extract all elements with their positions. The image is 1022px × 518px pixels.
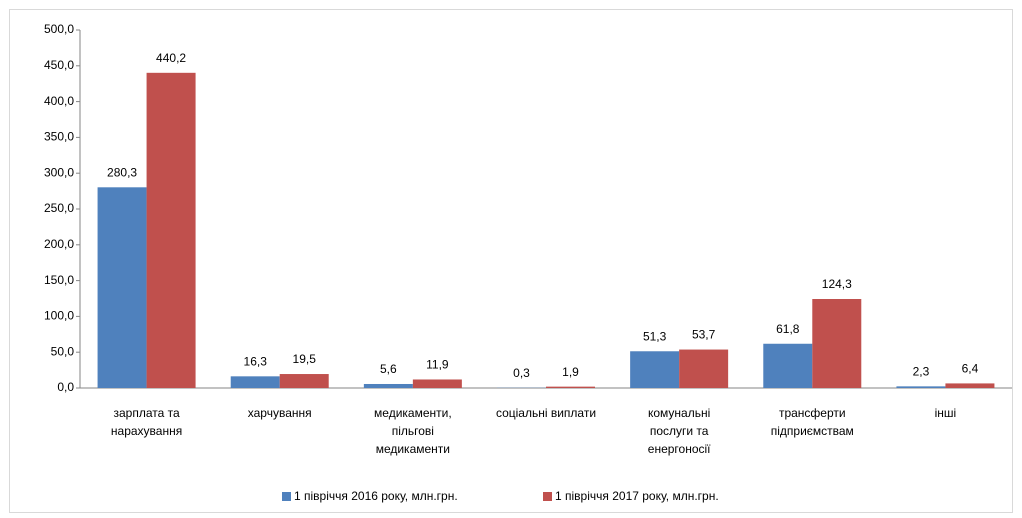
x-tick-label: зарплата та нарахування: [111, 406, 182, 438]
bar: [763, 343, 813, 388]
data-label: 61,8: [776, 322, 800, 336]
bar: [363, 383, 413, 388]
bar: [812, 299, 862, 388]
y-tick-label: 0,0: [57, 380, 74, 394]
bar: [679, 349, 729, 388]
bar: [945, 383, 995, 388]
legend-swatch: [543, 492, 552, 501]
data-label: 124,3: [822, 277, 852, 291]
y-tick-label: 400,0: [44, 94, 74, 108]
data-label: 1,9: [562, 365, 579, 379]
data-label: 53,7: [692, 328, 716, 342]
y-tick-label: 350,0: [44, 130, 74, 144]
x-tick-label: соціальні виплати: [496, 406, 596, 420]
data-label: 6,4: [962, 362, 979, 376]
bar: [230, 376, 280, 388]
y-tick-label: 50,0: [51, 344, 75, 358]
legend-label: 1 півріччя 2017 року, млн.грн.: [555, 489, 719, 503]
y-tick-label: 450,0: [44, 58, 74, 72]
data-label: 19,5: [293, 352, 317, 366]
x-tick-label: інші: [935, 406, 957, 420]
x-tick-label: комунальні послуги та енергоносії: [648, 406, 711, 456]
legend-label: 1 півріччя 2016 року, млн.грн.: [294, 489, 458, 503]
legend-swatch: [282, 492, 291, 501]
data-label: 440,2: [156, 51, 186, 65]
data-label: 2,3: [913, 365, 930, 379]
bar: [146, 72, 196, 388]
data-label: 280,3: [107, 165, 137, 179]
data-label: 0,3: [513, 366, 530, 380]
data-label: 16,3: [244, 355, 268, 369]
data-label: 5,6: [380, 362, 397, 376]
bar: [896, 386, 946, 388]
x-tick-label: медикаменти, пільгові медикаменти: [374, 406, 452, 456]
bar: [279, 374, 329, 388]
bar: [630, 351, 680, 388]
data-label: 51,3: [643, 329, 667, 343]
y-tick-label: 100,0: [44, 309, 74, 323]
y-tick-label: 200,0: [44, 237, 74, 251]
x-tick-label: харчування: [248, 406, 312, 420]
data-label: 11,9: [426, 358, 449, 372]
bar: [546, 386, 595, 388]
y-tick-label: 300,0: [44, 165, 74, 179]
bar: [97, 187, 147, 388]
y-tick-label: 150,0: [44, 273, 74, 287]
y-tick-label: 500,0: [44, 22, 74, 36]
x-tick-label: трансферти підприємствам: [771, 406, 854, 438]
y-tick-label: 250,0: [44, 201, 74, 215]
bar: [412, 379, 462, 388]
